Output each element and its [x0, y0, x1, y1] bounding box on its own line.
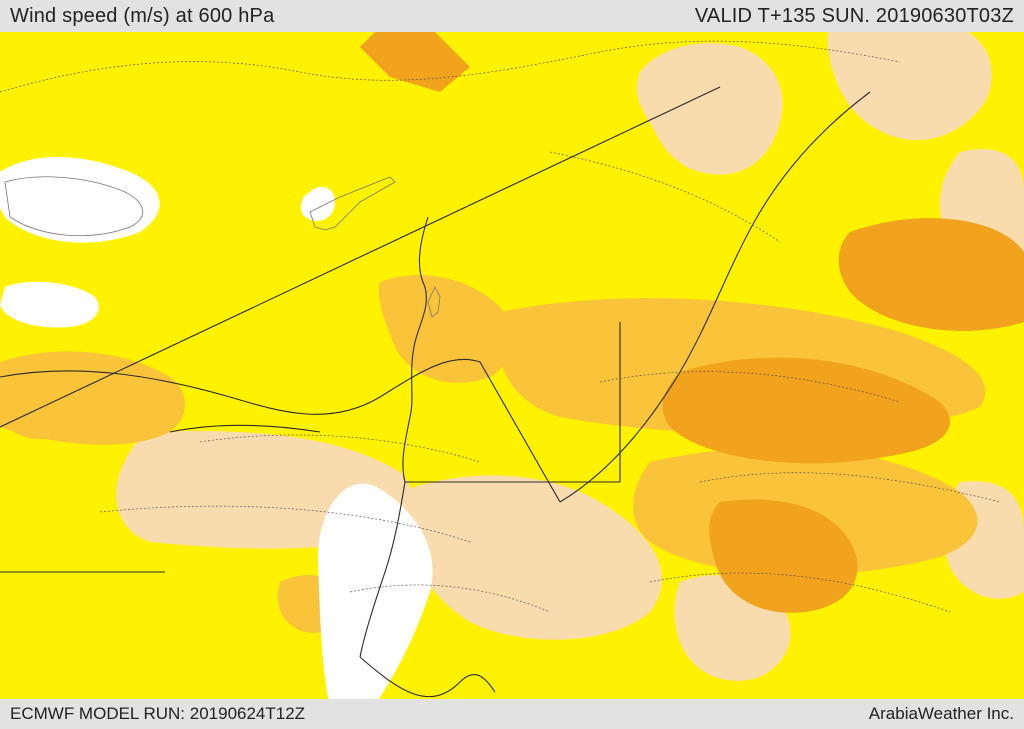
contour-fill-peach-caucasus: [828, 32, 992, 140]
border-egypt-libya: [170, 425, 320, 432]
footer-bar: ECMWF MODEL RUN: 20190624T12Z ArabiaWeat…: [0, 699, 1024, 729]
weather-map-app: Wind speed (m/s) at 600 hPa VALID T+135 …: [0, 0, 1024, 729]
contour-fill-peach-saudi-nw: [400, 475, 662, 639]
map-overlay-svg: [0, 32, 1024, 699]
attribution-label: ArabiaWeather Inc.: [869, 704, 1014, 724]
contour-fill-white-crete: [0, 157, 160, 243]
contour-fill-mid-orange-levant: [379, 275, 513, 383]
contour-fill-dark-orange-iraqiran: [839, 218, 1024, 331]
weather-map-canvas[interactable]: [0, 32, 1024, 699]
contour-fill-dark-orange-armenia: [360, 32, 470, 92]
contour-fill-white-sea-tiny: [301, 187, 335, 221]
model-run-label: ECMWF MODEL RUN: 20190624T12Z: [10, 704, 305, 724]
map-valid-time: VALID T+135 SUN. 20190630T03Z: [695, 5, 1014, 28]
map-title: Wind speed (m/s) at 600 hPa: [10, 5, 274, 28]
header-bar: Wind speed (m/s) at 600 hPa VALID T+135 …: [0, 0, 1024, 32]
contour-fill-white-sea-patch: [0, 282, 99, 328]
contour-fill-peach-turkey-border: [637, 43, 783, 174]
